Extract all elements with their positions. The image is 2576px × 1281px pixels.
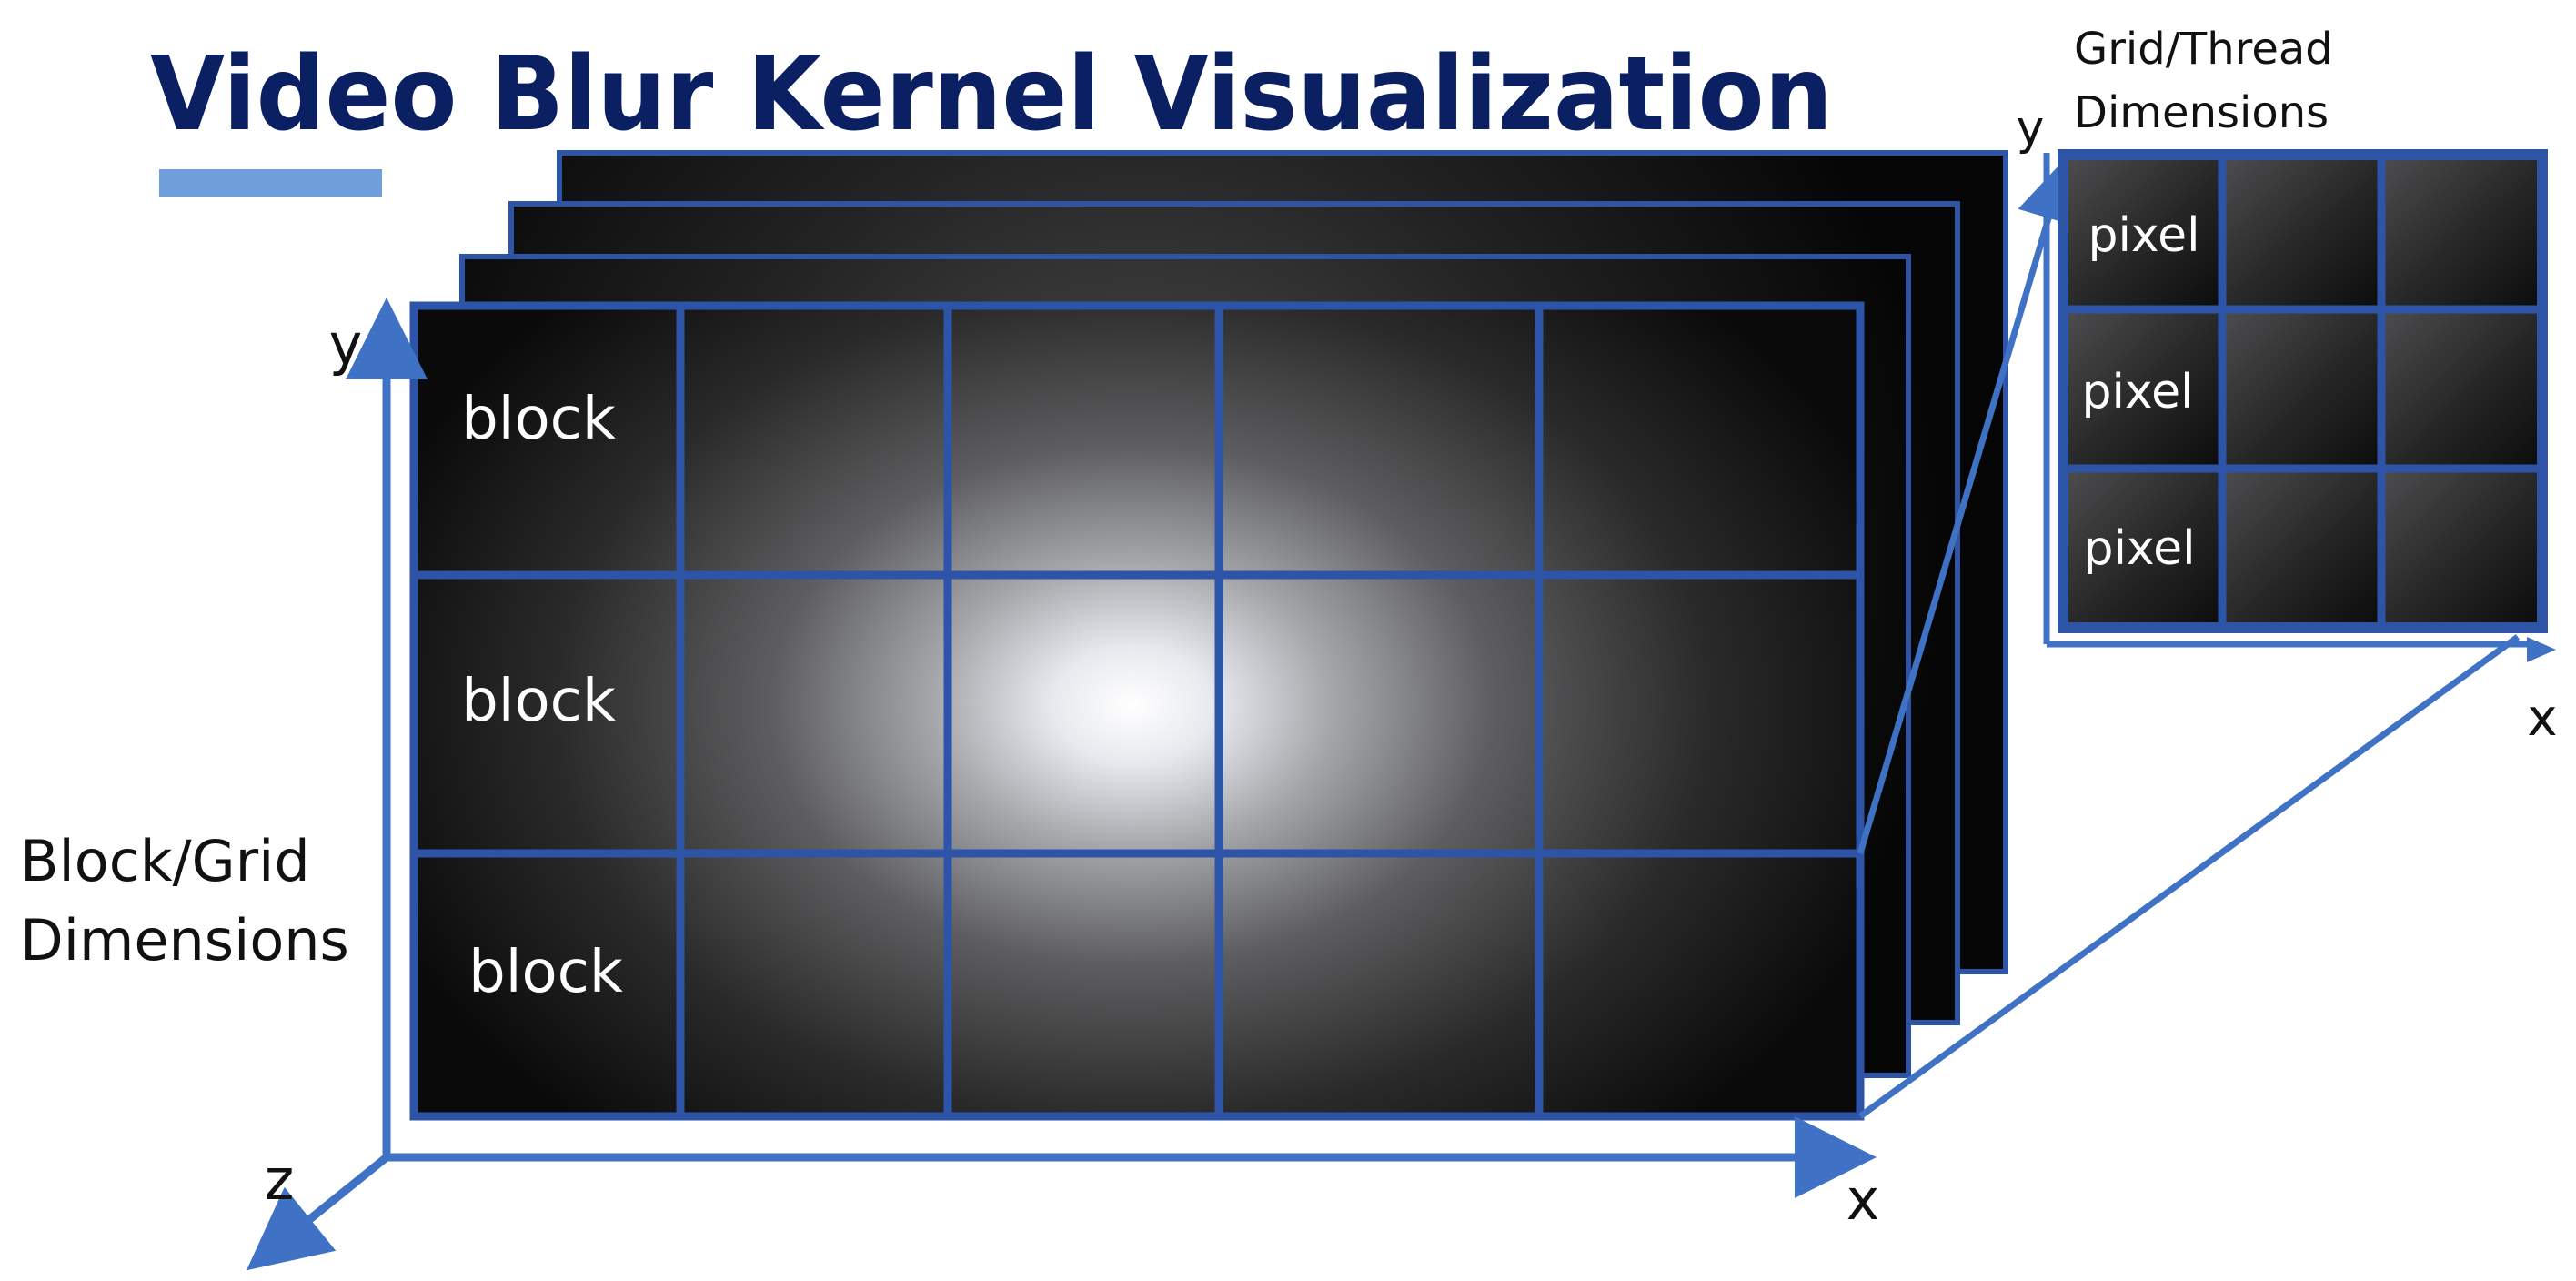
- front-frame-border: [409, 301, 1865, 1121]
- grid-axis-label-y: y: [329, 311, 363, 378]
- grid-axis-label-z: z: [265, 1146, 295, 1213]
- front-frame-grid: block block block: [409, 301, 1865, 1121]
- thread-block-grid: pixel pixel pixel: [2058, 149, 2548, 633]
- thread-row-label: pixel: [2081, 365, 2193, 419]
- grid-dimensions-caption-line2: Dimensions: [20, 907, 349, 973]
- grid-row-label: block: [468, 939, 623, 1006]
- thread-cell: [2226, 160, 2378, 306]
- thread-cell: [2068, 313, 2219, 465]
- thread-cell: [2068, 160, 2219, 306]
- thread-x-axis-arrowhead: [2527, 637, 2556, 662]
- thread-dimensions-caption-line1: Grid/Thread: [2074, 24, 2333, 75]
- grid-row-label: block: [461, 386, 616, 453]
- thread-cell: [2385, 313, 2537, 465]
- zoom-connector-upper: [1857, 156, 2079, 854]
- thread-dimensions-caption-line2: Dimensions: [2074, 87, 2329, 138]
- thread-row-label: pixel: [2088, 208, 2199, 263]
- title-accent-bar: [159, 169, 382, 197]
- thread-row-label: pixel: [2083, 521, 2195, 576]
- thread-cell: [2226, 472, 2378, 622]
- thread-cell: [2226, 313, 2378, 465]
- page-title: Video Blur Kernel Visualization: [150, 35, 1833, 154]
- thread-cell: [2068, 472, 2219, 622]
- grid-row-label: block: [461, 668, 616, 735]
- front-frame: [414, 306, 1860, 1116]
- grid-dimensions-caption-line1: Block/Grid: [20, 828, 310, 894]
- grid-axis-label-x: x: [1846, 1166, 1880, 1233]
- thread-axis-label-x: x: [2527, 689, 2557, 748]
- z-axis-arrow: [246, 1154, 389, 1271]
- thread-axis-label-y: y: [2017, 101, 2045, 156]
- zoom-connector-lower: [1857, 634, 2521, 1119]
- thread-cell: [2385, 472, 2537, 622]
- thread-cell: [2385, 160, 2537, 306]
- thread-cells: [2068, 160, 2537, 622]
